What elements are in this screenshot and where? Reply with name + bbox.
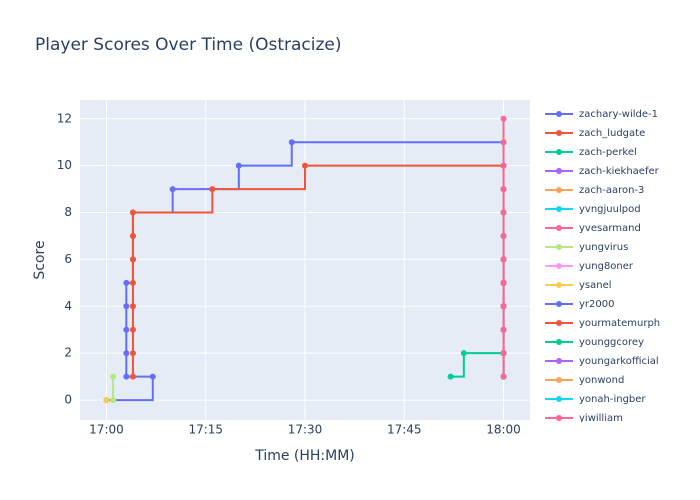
plot: 0 2 4 6 8 10 12 17:00 17:15 17:30 17:45 18:00 [57,100,530,437]
legend-marker [556,358,562,364]
point [129,279,136,286]
y-tick-label: 4 [64,299,72,313]
point [500,115,507,122]
legend-label[interactable]: zach-aaron-3 [579,185,644,196]
legend-marker [556,187,562,193]
point [129,209,136,216]
legend-label[interactable]: zach_ludgate [579,128,645,139]
legend-label[interactable]: zach-kiekhaefer [579,166,660,177]
legend-marker [556,320,562,326]
point [500,209,507,216]
point [288,139,295,146]
point [500,350,507,357]
point [500,256,507,263]
legend-marker [556,206,562,212]
legend-label[interactable]: yung8oner [579,261,634,272]
legend: zachary-wilde-1 zach_ludgate zach-perkel za… [545,109,660,424]
point [447,373,454,380]
point [123,303,130,310]
legend-marker [556,244,562,250]
legend-marker [556,111,562,117]
y-tick-label: 2 [64,346,72,360]
point [129,326,136,333]
x-tick-label: 17:15 [188,423,223,437]
point [129,256,136,263]
point [500,303,507,310]
point [123,326,130,333]
point [129,350,136,357]
series-line [450,352,504,378]
legend-label[interactable]: zachary-wilde-1 [579,109,658,120]
legend-label[interactable]: yiwilliam [579,413,623,424]
point [149,373,156,380]
legend-marker [556,263,562,269]
legend-marker [556,168,562,174]
point [235,162,242,169]
x-tick-label: 17:00 [89,423,124,437]
point [500,139,507,146]
legend-label[interactable]: yungvirus [579,242,628,253]
legend-marker [556,377,562,383]
point [129,303,136,310]
legend-label[interactable]: ysanel [579,280,612,291]
point [500,232,507,239]
point [302,162,308,169]
point [110,373,117,380]
x-tick-label: 18:00 [486,423,521,437]
point [500,373,507,380]
point [123,373,130,380]
y-tick-label: 12 [57,111,72,125]
legend-label[interactable]: yonah-ingber [579,394,646,405]
y-tick-label: 6 [64,252,72,266]
point [129,373,136,380]
y-tick-label: 0 [64,393,72,407]
legend-marker [556,339,562,345]
y-axis-title: Score [32,240,48,279]
legend-label[interactable]: yr2000 [579,299,614,310]
x-tick-label: 17:45 [387,423,422,437]
point [103,397,110,404]
legend-label[interactable]: zach-perkel [579,147,637,158]
point [169,186,176,193]
legend-marker [556,282,562,288]
point [209,186,216,193]
legend-marker [556,225,562,231]
legend-label[interactable]: yvesarmand [579,223,641,234]
point [500,326,507,333]
legend-marker [556,301,562,307]
point [460,350,467,357]
x-tick-label: 17:30 [288,423,323,437]
point [500,279,507,286]
point [110,397,117,404]
legend-marker [556,415,562,421]
y-tick-label: 10 [57,158,72,172]
legend-label[interactable]: younggcorey [579,337,644,348]
legend-marker [556,149,562,155]
point [500,162,507,169]
legend-label[interactable]: yonwond [579,375,624,386]
chart-title: Player Scores Over Time (Ostracize) [35,35,342,55]
x-axis-title: Time (HH:MM) [254,448,355,464]
legend-label[interactable]: youngarkofficial [579,356,659,367]
point [123,279,130,286]
legend-label[interactable]: yvngjuulpod [579,204,641,215]
legend-marker [556,396,562,402]
point [123,350,130,357]
legend-label[interactable]: yourmatemurph [579,318,660,329]
legend-marker [556,130,562,136]
point [129,232,136,239]
y-tick-label: 8 [64,205,72,219]
point [500,186,507,193]
